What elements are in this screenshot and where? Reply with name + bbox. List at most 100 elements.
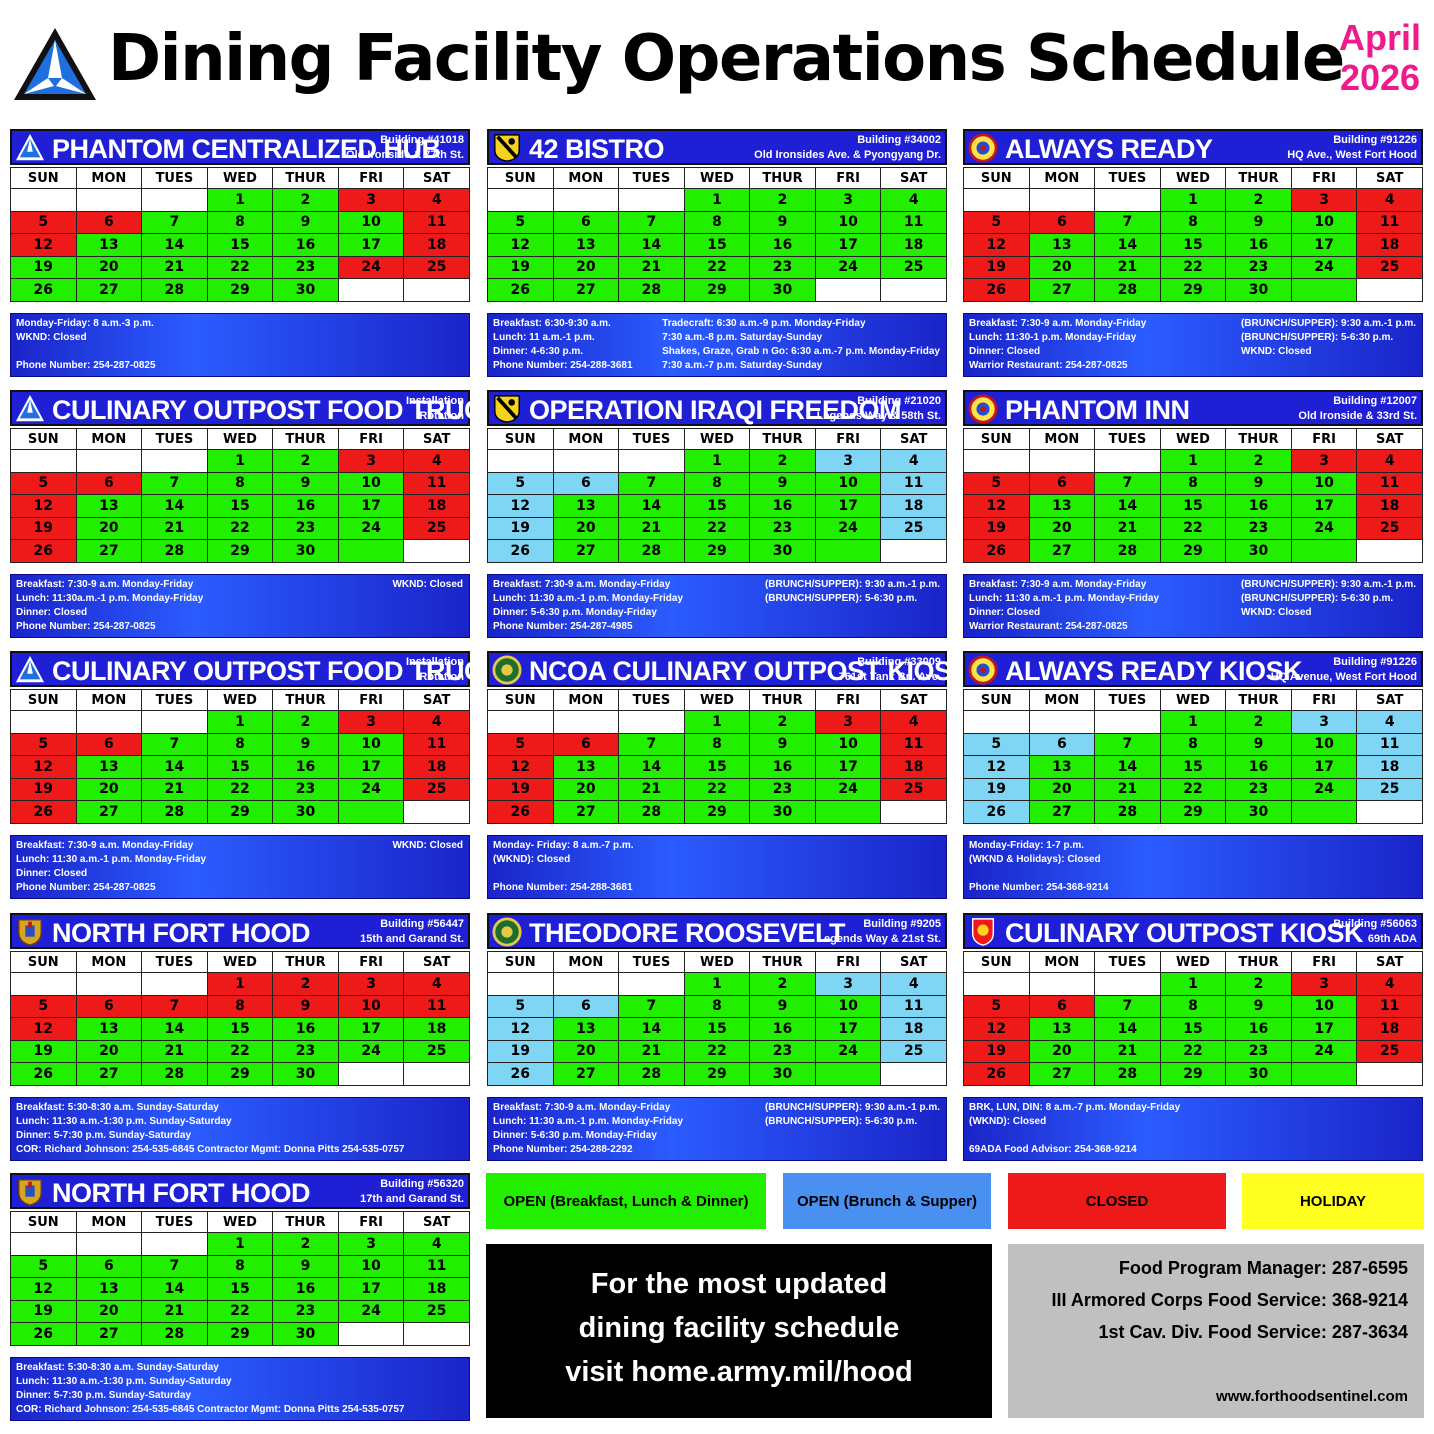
calendar-week-row: 26 27 28 29 30 bbox=[10, 539, 470, 563]
calendar-day-cell: 18 bbox=[403, 233, 470, 257]
location-line: Building #33009 bbox=[857, 656, 941, 668]
calendar-day-cell: 3 bbox=[814, 188, 882, 212]
legend-label: HOLIDAY bbox=[1299, 1192, 1367, 1210]
calendar-week-row: 12 13 14 15 16 17 18 bbox=[487, 1017, 947, 1041]
hours-line: Phone Number: 254-287-0825 bbox=[16, 621, 156, 632]
calendar-grid: SUN MON TUES WED THUR FRI SAT 1 2 3 4 5 6 7 8 9 10 11 12 13… bbox=[963, 951, 1423, 1086]
calendar-day-cell: 3 bbox=[1290, 972, 1358, 996]
calendar-day-cell: 8 bbox=[206, 994, 274, 1018]
calendar-day-cell: 1 bbox=[683, 188, 751, 212]
calendar-day-cell: 14 bbox=[618, 494, 685, 518]
calendar-day-cell: 13 bbox=[75, 494, 143, 518]
calendar-day-cell: 28 bbox=[1094, 278, 1161, 302]
calendar-empty-cell bbox=[403, 1322, 470, 1346]
calendar-day-cell: 28 bbox=[141, 800, 208, 824]
calendar-week-row: 19 20 21 22 23 24 25 bbox=[10, 1039, 470, 1063]
calendar-day-cell: 2 bbox=[1225, 188, 1292, 212]
facility-header: NORTH FORT HOOD Building #56447 15th and G… bbox=[10, 913, 470, 949]
hours-line: Warrior Restaurant: 254-287-0825 bbox=[969, 621, 1128, 632]
calendar-day-cell: 11 bbox=[1356, 210, 1423, 234]
website-link[interactable]: www.forthoodsentinel.com bbox=[1216, 1388, 1408, 1405]
calendar-week-row: 12 13 14 15 16 17 18 bbox=[10, 1017, 470, 1041]
weekday-label: THUR bbox=[272, 689, 339, 711]
weekday-label: THUR bbox=[1225, 951, 1292, 973]
calendar-day-cell: 23 bbox=[1225, 255, 1292, 279]
calendar-day-cell: 10 bbox=[337, 210, 405, 234]
calendar-day-cell: 17 bbox=[814, 494, 882, 518]
hours-line: Lunch: 11:30 a.m.-1 p.m. Monday-Friday bbox=[969, 593, 1160, 604]
facility-header: PHANTOM INN Building #12007 Old Ironside &… bbox=[963, 390, 1423, 426]
calendar-day-cell: 19 bbox=[963, 1039, 1030, 1063]
weekday-label: WED bbox=[206, 1211, 274, 1233]
calendar-empty-cell bbox=[552, 710, 620, 734]
weekday-label: TUES bbox=[141, 951, 208, 973]
calendar-empty-cell bbox=[814, 800, 882, 824]
weekday-label: TUES bbox=[1094, 689, 1161, 711]
hours-right: WKND: Closed bbox=[392, 578, 463, 592]
legend-open-brunch: OPEN (Brunch & Supper) bbox=[783, 1173, 991, 1229]
calendar-day-cell: 29 bbox=[683, 800, 751, 824]
calendar-day-cell: 6 bbox=[75, 1254, 143, 1278]
facility-location: Building #91226 HQ Ave., West Fort Hood bbox=[1287, 133, 1417, 163]
facility-hours: Breakfast: 7:30-9 a.m. Monday-Friday Lunc… bbox=[963, 313, 1423, 377]
calendar-day-cell: 21 bbox=[618, 516, 685, 540]
hours-line: Breakfast: 7:30-9 a.m. Monday-Friday bbox=[493, 579, 671, 590]
calendar-day-cell: 7 bbox=[141, 1254, 208, 1278]
calendar-day-cell: 29 bbox=[1159, 539, 1227, 563]
calendar-day-cell: 18 bbox=[880, 494, 947, 518]
calendar-day-cell: 5 bbox=[10, 210, 77, 234]
weekday-label: MON bbox=[552, 167, 620, 189]
calendar-day-cell: 17 bbox=[337, 755, 405, 779]
calendar-week-row: 12 13 14 15 16 17 18 bbox=[10, 494, 470, 518]
calendar-day-cell: 8 bbox=[683, 471, 751, 495]
calendar-day-cell: 4 bbox=[1356, 449, 1423, 473]
calendar-day-cell: 10 bbox=[1290, 994, 1358, 1018]
calendar-empty-cell bbox=[403, 539, 470, 563]
calendar-day-cell: 15 bbox=[206, 233, 274, 257]
calendar-empty-cell bbox=[618, 449, 685, 473]
calendar-day-cell: 12 bbox=[487, 1017, 554, 1041]
hours-line: BRK, LUN, DIN: 8 a.m.-7 p.m. Monday-Frid… bbox=[969, 1102, 1181, 1113]
1st-cav-patch-icon bbox=[494, 395, 520, 423]
calendar-day-cell: 16 bbox=[749, 494, 816, 518]
calendar-day-cell: 27 bbox=[75, 800, 143, 824]
calendar-day-cell: 29 bbox=[1159, 800, 1227, 824]
weekday-label: THUR bbox=[1225, 428, 1292, 450]
calendar-day-cell: 15 bbox=[683, 233, 751, 257]
calendar-day-cell: 18 bbox=[1356, 1017, 1423, 1041]
calendar-day-cell: 28 bbox=[1094, 539, 1161, 563]
facility-name: NORTH FORT HOOD bbox=[52, 918, 310, 948]
hours-line: Dinner: Closed bbox=[969, 346, 1041, 357]
hours-right: (BRUNCH/SUPPER): 9:30 a.m.-1 p.m. (BRUNCH… bbox=[1241, 578, 1416, 620]
hours-right: WKND: Closed bbox=[392, 839, 463, 853]
facility-panel: THEODORE ROOSEVELT Building #9205 Legends … bbox=[487, 913, 947, 1163]
weekday-header-row: SUN MON TUES WED THUR FRI SAT bbox=[10, 1211, 470, 1233]
calendar-empty-cell bbox=[487, 710, 554, 734]
calendar-day-cell: 5 bbox=[963, 994, 1030, 1018]
calendar-day-cell: 11 bbox=[403, 994, 470, 1018]
calendar-day-cell: 22 bbox=[206, 255, 274, 279]
calendar-day-cell: 3 bbox=[814, 972, 882, 996]
calendar-day-cell: 13 bbox=[552, 494, 620, 518]
calendar-day-cell: 25 bbox=[1356, 255, 1423, 279]
calendar-day-cell: 5 bbox=[963, 471, 1030, 495]
calendar-day-cell: 4 bbox=[403, 1232, 470, 1256]
calendar-day-cell: 20 bbox=[75, 1299, 143, 1323]
hours-line: Dinner: 5-6:30 p.m. Monday-Friday bbox=[493, 607, 657, 618]
calendar-day-cell: 3 bbox=[1290, 188, 1358, 212]
hours-left: Breakfast: 7:30-9 a.m. Monday-Friday Lunc… bbox=[493, 578, 683, 634]
weekday-label: SAT bbox=[880, 951, 947, 973]
calendar-day-cell: 20 bbox=[552, 255, 620, 279]
promo-link[interactable]: visit home.army.mil/hood bbox=[565, 1356, 913, 1388]
calendar-empty-cell bbox=[337, 539, 405, 563]
hours-line: Lunch: 11:30 a.m.-1 p.m. Monday-Friday bbox=[493, 1116, 684, 1127]
calendar-day-cell: 9 bbox=[749, 210, 816, 234]
location-line: 17th and Garand St. bbox=[360, 1193, 464, 1205]
calendar-empty-cell bbox=[1290, 800, 1358, 824]
calendar-empty-cell bbox=[10, 188, 77, 212]
calendar-empty-cell bbox=[10, 449, 77, 473]
hours-line: WKND: Closed bbox=[1240, 607, 1312, 618]
calendar-day-cell: 7 bbox=[618, 471, 685, 495]
calendar-empty-cell bbox=[337, 800, 405, 824]
